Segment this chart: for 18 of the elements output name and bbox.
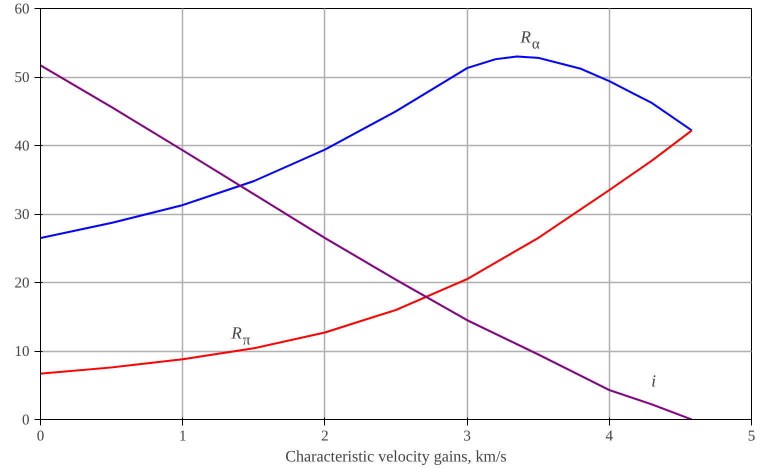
- y-tick-label: 50: [14, 70, 30, 86]
- line-series: [40, 64, 693, 420]
- y-tick-label: 10: [14, 344, 30, 360]
- line-series: [40, 55, 693, 239]
- x-axis-title: Characteristic velocity gains, km/s: [285, 448, 507, 466]
- x-tick-label: 4: [606, 428, 614, 444]
- x-tick-label: 2: [321, 428, 329, 444]
- y-tick-label: 20: [14, 276, 30, 292]
- annotation: i: [651, 371, 656, 390]
- y-tick-label: 0: [22, 412, 30, 428]
- x-tick-label: 0: [36, 428, 44, 444]
- y-tick-label: 40: [14, 138, 30, 154]
- line-series: [40, 129, 693, 375]
- x-tick-label: 3: [463, 428, 471, 444]
- y-tick-label: 30: [14, 207, 30, 223]
- x-tick-label: 5: [748, 428, 756, 444]
- x-tick-label: 1: [178, 428, 186, 444]
- y-tick-label: 60: [14, 2, 30, 18]
